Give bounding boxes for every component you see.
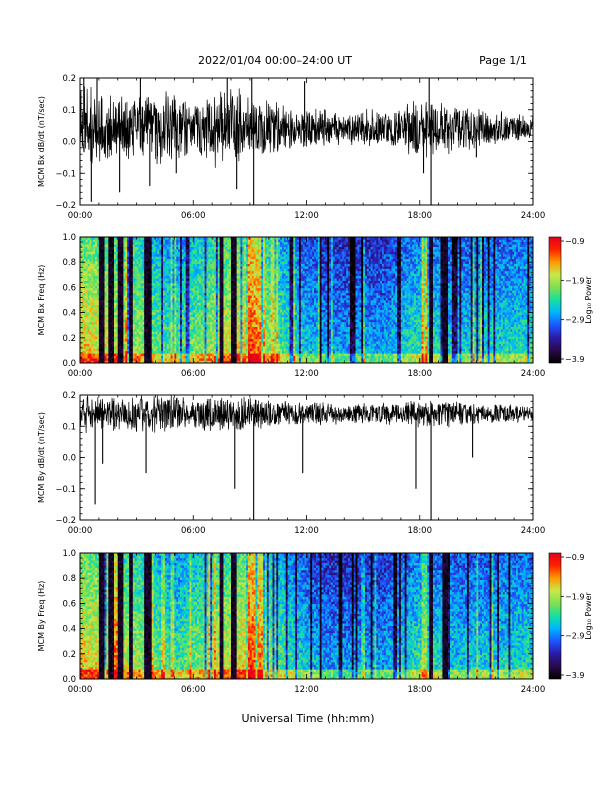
x-tick-label: 18:00 [408,685,433,695]
y-tick-label: 0.6 [62,283,76,293]
y-tick-label: 0.2 [62,650,76,660]
colorbar-tick-label: −1.9 [565,592,584,601]
panel-3: 00:00 06:00 12:00 18:00 24:00 −0.2 −0.1 0.0 0.1 0… [37,391,545,536]
y-axis-label: MCM Bx dB/dt (nT/sec) [37,96,46,187]
x-axis-label: Universal Time (hh:mm) [242,712,375,725]
colorbar-tick-label: −0.9 [565,553,584,562]
x-tick-label: 12:00 [294,369,319,379]
x-tick-label: 24:00 [521,685,546,695]
y-tick-label: −0.2 [55,516,76,526]
x-tick-label: 06:00 [181,369,206,379]
y-tick-label: 0.8 [62,258,76,268]
x-tick-label: 18:00 [408,369,433,379]
y-tick-label: 0.0 [62,359,76,369]
y-tick-label: 0.2 [62,391,76,401]
y-tick-label: 0.1 [62,422,76,432]
x-tick-label: 06:00 [181,211,206,221]
x-tick-label: 00:00 [68,526,93,536]
heatmap-cells [80,237,533,363]
colorbar-tick-label: −1.9 [565,276,584,285]
y-tick-label: 0.4 [62,309,76,319]
y-tick-label: −0.1 [55,169,76,179]
y-axis-label: MCM By dB/dt (nT/sec) [37,412,46,503]
colorbar-tick-label: −2.9 [565,632,584,641]
y-tick-label: 0.0 [62,454,76,464]
y-tick-label: 1.0 [62,549,76,559]
x-tick-label: 00:00 [68,685,93,695]
y-tick-label: 0.0 [62,675,76,685]
y-tick-label: 0.4 [62,625,76,635]
y-tick-label: 0.6 [62,599,76,609]
x-tick-label: 12:00 [294,685,319,695]
panel-1: 00:00 06:00 12:00 18:00 24:00 −0.2 −0.1 0.0 0.1 0… [37,74,545,221]
colorbar-label: Log₁₀ Power [584,276,593,324]
panel-2: −0.9 −1.9 −2.9 −3.9 Log₁₀ Power 00:00 06:00 12:… [37,233,593,379]
y-axis-label: MCM Bx Freq (Hz) [37,265,46,336]
colorbar-tick-label: −0.9 [565,237,584,246]
y-tick-label: −0.1 [55,485,76,495]
y-axis-label: MCM By Freq (Hz) [37,581,46,652]
x-tick-label: 12:00 [294,211,319,221]
x-tick-label: 00:00 [68,369,93,379]
x-tick-label: 24:00 [521,369,546,379]
figure-title: 2022/01/04 00:00–24:00 UT [198,54,352,67]
colorbar-label: Log₁₀ Power [584,592,593,640]
colorbar-gradient [549,553,561,679]
y-tick-label: −0.2 [55,201,76,211]
x-tick-label: 18:00 [408,211,433,221]
x-tick-label: 06:00 [181,685,206,695]
y-tick-label: 0.2 [62,334,76,344]
x-tick-label: 06:00 [181,526,206,536]
x-tick-label: 12:00 [294,526,319,536]
x-tick-label: 24:00 [521,526,546,536]
y-tick-label: 0.8 [62,574,76,584]
y-tick-label: 0.1 [62,106,76,116]
page-indicator: Page 1/1 [479,54,527,67]
colorbar: −0.9 −1.9 −2.9 −3.9 Log₁₀ Power [549,553,593,680]
y-tick-label: 0.0 [62,138,76,148]
panels: 00:00 06:00 12:00 18:00 24:00 −0.2 −0.1 0.0 0.1 0… [37,74,593,695]
x-tick-label: 24:00 [521,211,546,221]
colorbar-tick-label: −3.9 [565,671,584,680]
y-tick-label: 0.2 [62,74,76,84]
figure: 2022/01/04 00:00–24:00 UT Page 1/1 00:00… [0,0,612,792]
x-tick-label: 18:00 [408,526,433,536]
colorbar-tick-label: −2.9 [565,316,584,325]
y-tick-label: 1.0 [62,233,76,243]
colorbar: −0.9 −1.9 −2.9 −3.9 Log₁₀ Power [549,237,593,364]
x-tick-label: 00:00 [68,211,93,221]
colorbar-tick-label: −3.9 [565,355,584,364]
heatmap-cells [80,553,533,679]
panel-4: −0.9 −1.9 −2.9 −3.9 Log₁₀ Power 00:00 06:00 12:… [37,549,593,695]
colorbar-gradient [549,237,561,363]
